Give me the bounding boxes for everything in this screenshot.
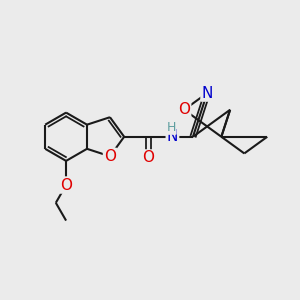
Text: O: O <box>178 102 190 117</box>
Text: H: H <box>166 121 176 134</box>
Text: O: O <box>142 150 154 165</box>
Text: O: O <box>104 149 116 164</box>
Text: N: N <box>202 85 213 100</box>
Text: N: N <box>167 129 178 144</box>
Text: O: O <box>60 178 72 193</box>
